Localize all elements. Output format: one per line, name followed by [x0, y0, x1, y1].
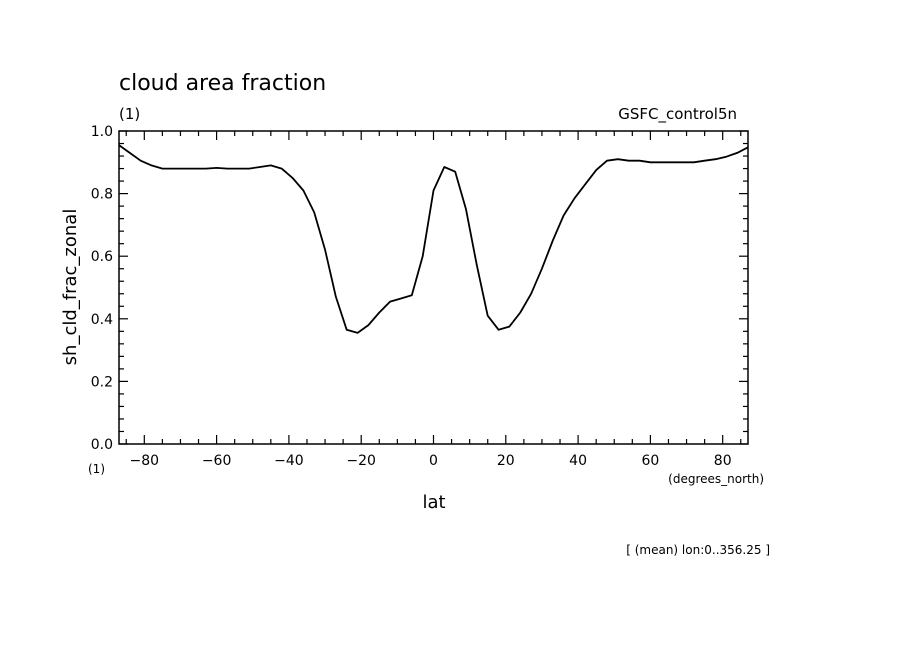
tick-labels: −80 −60 −40 −20 0 20 40 60 80 0.0 0.2 0.4 0.6 0.8 1.0	[91, 124, 732, 469]
x-tick-label: −20	[346, 453, 376, 469]
x-tick-label: −40	[274, 453, 304, 469]
dataset-label: GSFC_control5n	[618, 105, 737, 124]
axis-ticks	[119, 130, 748, 445]
y-axis-units: (1)	[88, 462, 105, 476]
x-tick-label: 20	[497, 453, 515, 469]
chart-title: cloud area fraction	[119, 71, 326, 96]
y-tick-label: 0.2	[91, 374, 113, 390]
x-tick-label: 0	[429, 453, 438, 469]
x-tick-label: 40	[569, 453, 587, 469]
y-tick-label: 0.6	[91, 249, 113, 265]
x-tick-label: −60	[202, 453, 232, 469]
x-tick-label: −80	[130, 453, 160, 469]
y-tick-label: 1.0	[91, 124, 113, 140]
x-axis-units: (degrees_north)	[668, 472, 764, 486]
footnote: [ (mean) lon:0..356.25 ]	[626, 543, 770, 557]
y-tick-label: 0.4	[91, 312, 113, 328]
plot-frame	[118, 130, 749, 445]
x-axis-label: lat	[422, 492, 445, 513]
y-tick-label: 0.0	[91, 437, 113, 453]
x-tick-label: 80	[714, 453, 732, 469]
x-tick-label: 60	[641, 453, 659, 469]
chart-units-label: (1)	[119, 105, 140, 123]
y-axis-label: sh_cld_frac_zonal	[60, 209, 81, 366]
series-line	[118, 144, 749, 334]
y-tick-label: 0.8	[91, 187, 113, 203]
